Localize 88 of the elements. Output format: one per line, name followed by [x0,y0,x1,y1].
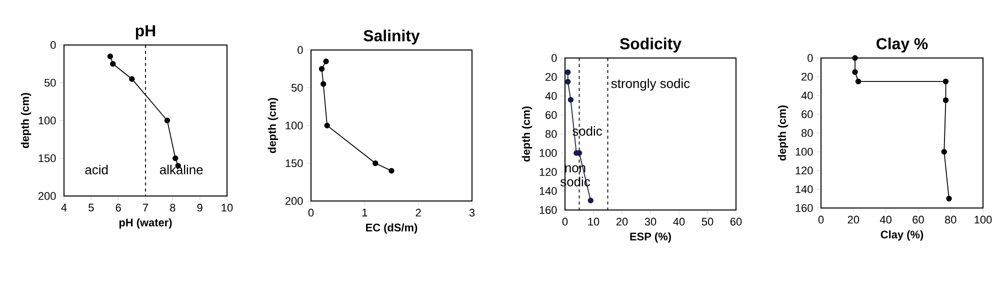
y-tick-label: 120 [540,168,557,176]
point [318,66,325,72]
y-tick-label: 80 [802,129,813,137]
point [946,196,952,202]
y-tick-label: 40 [801,92,813,100]
x-tick-label: 0 [818,216,824,224]
x-tick-label: 0 [562,218,568,226]
y-tick-label: 120 [796,166,813,174]
chart-title: Clay % [876,38,928,53]
y-tick-label: 0 [552,54,557,62]
x-tick-label: 3 [469,208,475,217]
y-axis-title: depth (cm) [522,106,532,162]
point [942,78,949,84]
point [129,76,135,82]
point [320,81,326,87]
x-tick-label: 0 [308,208,314,217]
point [941,148,947,155]
x-tick-label: 30 [644,218,656,226]
x-tick-label: 10 [588,218,600,226]
point [565,78,571,85]
x-tick-label: 5 [88,204,94,212]
x-tick-label: 10 [222,204,233,212]
y-tick-label: 100 [286,122,303,130]
point [942,97,949,104]
y-tick-label: 150 [38,154,56,162]
x-axis-title: ESP (%) [630,232,671,243]
y-tick-label: 150 [286,159,303,168]
point [852,69,858,75]
x-tick-label: 40 [880,216,892,224]
x-axis-title: Clay (%) [880,230,924,241]
point [323,58,329,64]
y-tick-label: 200 [38,192,56,200]
y-tick-label: 140 [796,185,813,194]
y-tick-label: 50 [44,78,56,87]
point [568,96,574,103]
point [324,122,330,128]
y-tick-label: 100 [796,148,813,156]
point [852,55,858,61]
y-tick-label: 140 [540,187,557,195]
y-tick-label: 0 [50,41,56,49]
point [172,155,178,162]
x-tick-label: 50 [702,218,714,226]
point [107,53,114,60]
x-tick-label: 80 [944,216,956,224]
x-tick-label: 9 [197,204,202,212]
y-tick-label: 0 [298,46,303,54]
x-tick-label: 20 [848,216,860,224]
y-tick-label: 80 [546,130,557,138]
y-tick-label: 200 [285,197,303,205]
y-tick-label: 100 [38,116,56,124]
y-tick-label: 0 [808,54,813,62]
point [110,61,116,67]
chart-title: Salinity [364,30,420,45]
x-tick-label: 20 [616,218,628,226]
y-axis-title: depth (cm) [268,98,278,154]
point [372,160,378,166]
y-tick-label: 160 [540,206,557,214]
y-tick-label: 60 [802,110,813,118]
y-tick-label: 50 [291,84,303,92]
chart-title: Sodicity [620,38,682,53]
chart-title: pH [136,25,156,40]
annotation: strongly sodic [611,78,690,91]
point [855,78,862,84]
x-axis-title: EC (dS/m) [366,223,418,234]
x-tick-label: 40 [673,218,685,226]
x-tick-label: 2 [416,208,421,216]
x-tick-label: 4 [61,204,67,212]
x-tick-label: 60 [730,218,742,226]
point [388,168,394,174]
x-tick-label: 6 [116,204,121,212]
y-tick-label: 40 [545,92,557,100]
y-tick-label: 160 [796,204,813,212]
point [588,198,594,204]
y-axis-title: depth (cm) [778,106,788,161]
y-axis-title: depth (cm) [20,93,32,148]
x-tick-label: 100 [974,216,992,224]
y-tick-label: 20 [546,73,557,81]
y-tick-label: 20 [802,72,813,81]
point [565,69,571,76]
x-tick-label: 1 [362,208,368,216]
x-axis-title: pH (water) [119,218,172,229]
y-tick-label: 100 [540,149,557,157]
y-tick-label: 60 [546,111,557,119]
annotation: acid [85,164,108,174]
x-tick-label: 60 [912,216,924,224]
point [164,118,170,124]
x-tick-label: 7 [143,204,148,212]
x-tick-label: 8 [170,204,176,212]
